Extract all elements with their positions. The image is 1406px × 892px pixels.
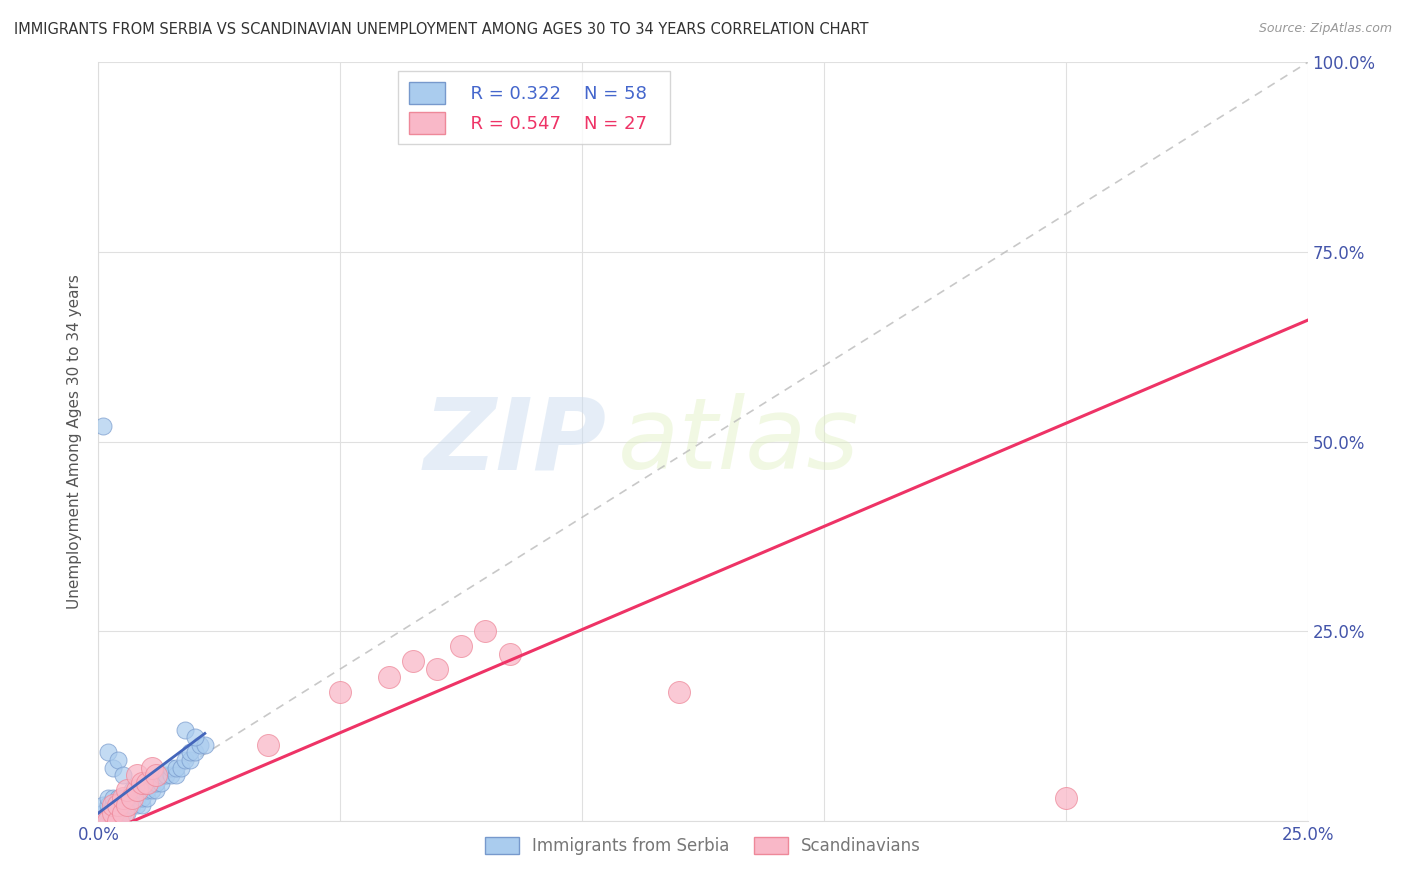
Text: Source: ZipAtlas.com: Source: ZipAtlas.com — [1258, 22, 1392, 36]
Point — [121, 791, 143, 805]
Point — [101, 798, 124, 813]
Point — [127, 783, 149, 797]
Point — [194, 738, 217, 752]
Point — [184, 746, 207, 760]
Point — [111, 798, 134, 813]
Point — [127, 798, 149, 813]
Point — [91, 419, 114, 434]
Point — [101, 760, 124, 774]
Point — [141, 783, 163, 797]
Point — [111, 791, 134, 805]
Point — [97, 746, 120, 760]
Point — [498, 647, 520, 661]
Point — [121, 783, 143, 797]
Point — [91, 798, 114, 813]
Point — [107, 753, 129, 767]
Point — [111, 791, 134, 805]
Point — [101, 814, 124, 828]
Point — [117, 798, 139, 813]
Point — [141, 776, 163, 790]
Point — [450, 639, 472, 653]
Point — [145, 768, 167, 782]
Point — [165, 760, 187, 774]
Point — [97, 814, 120, 828]
Text: atlas: atlas — [619, 393, 860, 490]
Point — [135, 791, 157, 805]
Point — [107, 791, 129, 805]
Point — [127, 783, 149, 797]
Point — [97, 814, 120, 828]
Point — [174, 723, 197, 737]
Point — [145, 776, 167, 790]
Point — [117, 783, 139, 797]
Point — [141, 760, 163, 774]
Point — [101, 806, 124, 821]
Point — [117, 798, 139, 813]
Point — [145, 783, 167, 797]
Point — [131, 776, 153, 790]
Point — [111, 806, 134, 821]
Point — [135, 776, 157, 790]
Point — [127, 768, 149, 782]
Point — [117, 806, 139, 821]
Point — [174, 753, 197, 767]
Legend: Immigrants from Serbia, Scandinavians: Immigrants from Serbia, Scandinavians — [478, 830, 928, 862]
Point — [91, 814, 114, 828]
Point — [131, 791, 153, 805]
Point — [91, 806, 114, 821]
Point — [169, 760, 191, 774]
Text: IMMIGRANTS FROM SERBIA VS SCANDINAVIAN UNEMPLOYMENT AMONG AGES 30 TO 34 YEARS CO: IMMIGRANTS FROM SERBIA VS SCANDINAVIAN U… — [14, 22, 869, 37]
Point — [377, 669, 399, 683]
Y-axis label: Unemployment Among Ages 30 to 34 years: Unemployment Among Ages 30 to 34 years — [67, 274, 83, 609]
Point — [97, 791, 120, 805]
Point — [107, 814, 129, 828]
Point — [101, 798, 124, 813]
Point — [107, 814, 129, 828]
Point — [668, 685, 690, 699]
Point — [121, 791, 143, 805]
Point — [402, 655, 425, 669]
Point — [150, 776, 173, 790]
Point — [474, 624, 496, 639]
Point — [329, 685, 352, 699]
Point — [111, 768, 134, 782]
Point — [117, 791, 139, 805]
Text: ZIP: ZIP — [423, 393, 606, 490]
Point — [155, 768, 177, 782]
Point — [107, 806, 129, 821]
Point — [256, 738, 278, 752]
Point — [127, 791, 149, 805]
Point — [97, 798, 120, 813]
Point — [426, 662, 449, 676]
Point — [107, 798, 129, 813]
Point — [150, 768, 173, 782]
Point — [107, 798, 129, 813]
Point — [179, 753, 201, 767]
Point — [160, 768, 183, 782]
Point — [1054, 791, 1077, 805]
Point — [135, 783, 157, 797]
Point — [111, 806, 134, 821]
Point — [97, 806, 120, 821]
Point — [101, 806, 124, 821]
Point — [101, 791, 124, 805]
Point — [184, 730, 207, 744]
Point — [121, 798, 143, 813]
Point — [91, 814, 114, 828]
Point — [135, 776, 157, 790]
Point — [179, 746, 201, 760]
Point — [131, 798, 153, 813]
Point — [165, 768, 187, 782]
Point — [160, 760, 183, 774]
Point — [131, 783, 153, 797]
Point — [188, 738, 211, 752]
